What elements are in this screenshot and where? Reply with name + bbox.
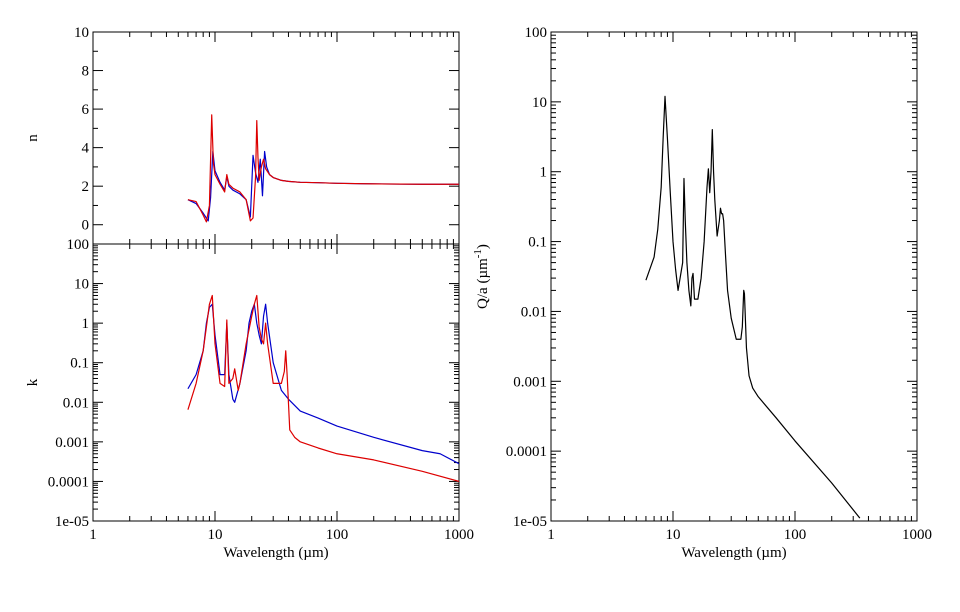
- k-y-tick-label: 1: [82, 316, 90, 332]
- k-x-tick-label: 100: [326, 527, 349, 543]
- n-series-line-1: [187, 150, 459, 222]
- n-y-tick-label: 8: [82, 64, 90, 80]
- n-y-tick-label: 10: [74, 25, 89, 41]
- k-y-tick-label: 100: [67, 237, 90, 253]
- q-y-tick-label: 1: [540, 165, 548, 181]
- n-y-axis-label: n: [25, 134, 41, 142]
- q-y-tick-label: 0.001: [513, 374, 547, 390]
- q-ticks: [550, 31, 918, 522]
- q-x-tick-label: 100: [784, 527, 807, 543]
- q-y-tick-label: 0.01: [521, 304, 547, 320]
- q-x-tick-label: 10: [666, 527, 681, 543]
- k-y-tick-label: 0.01: [63, 395, 89, 411]
- k-y-tick-label: 0.1: [70, 356, 89, 372]
- k-x-tick-label: 10: [208, 527, 223, 543]
- n-y-tick-label: 4: [82, 141, 90, 157]
- n-series-line-2: [187, 114, 459, 223]
- q-series-group: [645, 95, 861, 519]
- n-y-tick-label: 6: [82, 102, 90, 118]
- k-series-line-1: [187, 303, 459, 465]
- k-ticks: [92, 243, 460, 522]
- q-y-tick-label: 0.0001: [506, 444, 547, 460]
- q-plot-frame: [550, 31, 918, 522]
- q-y-tick-label: 100: [525, 25, 548, 41]
- k-y-tick-label: 1e-05: [55, 514, 89, 530]
- q-y-axis-label-end: ): [475, 244, 491, 249]
- n-series-group: [187, 114, 459, 223]
- q-panel: 1e-05 0.0001 0.001 0.01 0.1 1 10 100 1 10 100 1000 W…: [472, 25, 932, 561]
- k-y-axis-label: k: [25, 378, 41, 386]
- k-y-tick-label: 0.0001: [48, 474, 89, 490]
- q-y-axis-label: Q/a (µm-1): [472, 244, 491, 309]
- k-y-tick-label: 10: [74, 277, 89, 293]
- n-y-tick-label: 0: [82, 218, 90, 234]
- k-x-tick-label: 1: [89, 527, 97, 543]
- n-plot-frame: [92, 31, 460, 245]
- n-y-tick-label: 2: [82, 179, 90, 195]
- n-ticks: [92, 31, 460, 245]
- q-x-tick-label: 1000: [902, 527, 932, 543]
- q-x-axis-label: Wavelength (µm): [681, 545, 786, 561]
- k-plot-frame: [92, 243, 460, 522]
- k-x-axis-label: Wavelength (µm): [223, 545, 328, 561]
- q-y-axis-label-main: Q/a (µm: [475, 258, 491, 309]
- q-y-tick-label: 10: [532, 95, 547, 111]
- k-x-tick-label: 1000: [444, 527, 474, 543]
- q-y-tick-label: 0.1: [528, 235, 547, 251]
- q-series-line-1: [645, 95, 861, 519]
- k-panel: 1e-05 0.0001 0.001 0.01 0.1 1 10 100 1 10 100 1000 W…: [25, 237, 474, 561]
- q-x-tick-label: 1: [547, 527, 555, 543]
- q-y-tick-label: 1e-05: [513, 514, 547, 530]
- n-panel: 0 2 4 6 8 10 n: [25, 25, 460, 245]
- k-series-group: [187, 294, 459, 483]
- k-y-tick-label: 0.001: [55, 435, 89, 451]
- k-series-line-2: [187, 294, 459, 483]
- q-y-axis-label-sup: -1: [472, 249, 484, 258]
